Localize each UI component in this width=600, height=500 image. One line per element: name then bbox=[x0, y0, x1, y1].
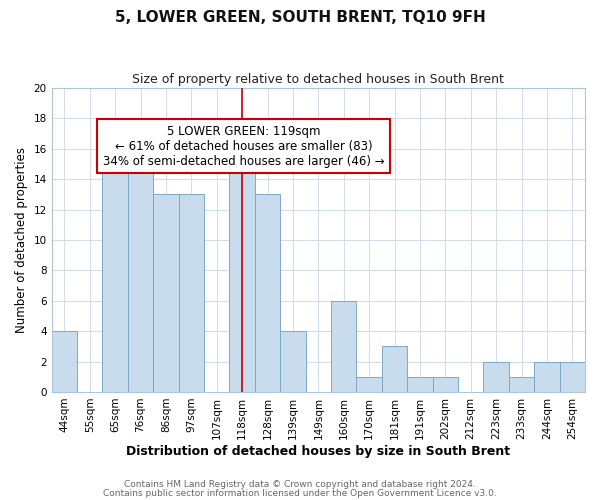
Bar bbox=[534, 362, 560, 392]
Title: Size of property relative to detached houses in South Brent: Size of property relative to detached ho… bbox=[133, 72, 504, 86]
Bar bbox=[356, 377, 382, 392]
Bar bbox=[560, 362, 585, 392]
Bar bbox=[52, 331, 77, 392]
Text: Contains HM Land Registry data © Crown copyright and database right 2024.: Contains HM Land Registry data © Crown c… bbox=[124, 480, 476, 489]
Text: 5, LOWER GREEN, SOUTH BRENT, TQ10 9FH: 5, LOWER GREEN, SOUTH BRENT, TQ10 9FH bbox=[115, 10, 485, 25]
Text: 5 LOWER GREEN: 119sqm
← 61% of detached houses are smaller (83)
34% of semi-deta: 5 LOWER GREEN: 119sqm ← 61% of detached … bbox=[103, 124, 385, 168]
Bar bbox=[280, 331, 305, 392]
Bar bbox=[255, 194, 280, 392]
Y-axis label: Number of detached properties: Number of detached properties bbox=[15, 147, 28, 333]
Bar bbox=[382, 346, 407, 392]
Bar bbox=[153, 194, 179, 392]
X-axis label: Distribution of detached houses by size in South Brent: Distribution of detached houses by size … bbox=[126, 444, 511, 458]
Text: Contains public sector information licensed under the Open Government Licence v3: Contains public sector information licen… bbox=[103, 488, 497, 498]
Bar bbox=[179, 194, 204, 392]
Bar bbox=[433, 377, 458, 392]
Bar bbox=[484, 362, 509, 392]
Bar bbox=[407, 377, 433, 392]
Bar bbox=[128, 149, 153, 392]
Bar bbox=[509, 377, 534, 392]
Bar bbox=[103, 149, 128, 392]
Bar bbox=[229, 149, 255, 392]
Bar bbox=[331, 301, 356, 392]
